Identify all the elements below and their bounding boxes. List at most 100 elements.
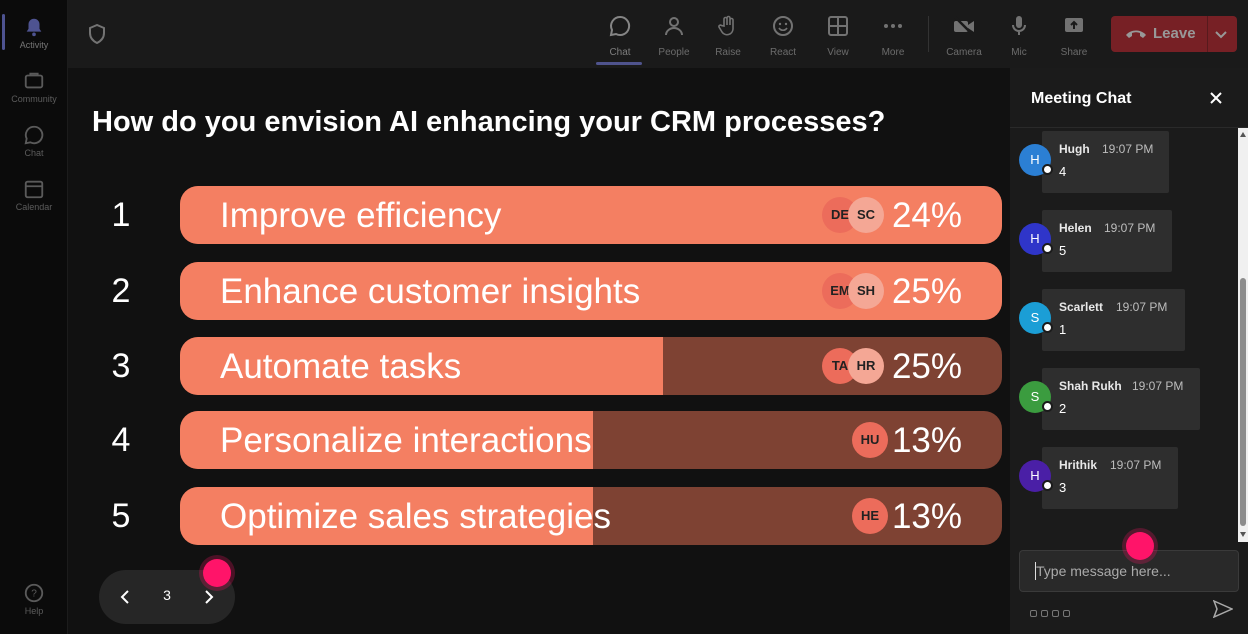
rail-community[interactable]: Community	[0, 62, 68, 114]
toolbar-react-button[interactable]: React	[757, 10, 809, 60]
avatar-initial: H	[1030, 468, 1040, 483]
scroll-down-arrow[interactable]	[1240, 532, 1246, 537]
option-bar[interactable]: Optimize sales strategies HE 13%	[180, 487, 1002, 545]
message-bubble: Hrithik 19:07 PM 3	[1042, 447, 1178, 509]
avatar[interactable]: H	[1019, 223, 1053, 255]
rail-label: Calendar	[15, 202, 53, 212]
compose-toolbar	[1030, 604, 1074, 617]
chevron-down-icon[interactable]	[1213, 26, 1229, 42]
option-bar[interactable]: Improve efficiency DE SC 24%	[180, 186, 1002, 244]
option-bar-fill	[180, 487, 593, 545]
voter-avatar: SH	[848, 273, 884, 309]
message-time: 19:07 PM	[1102, 142, 1154, 156]
message-author: Hugh	[1059, 142, 1090, 156]
message-bubble: Hugh 19:07 PM 4	[1042, 131, 1169, 193]
rail-label: Activity	[19, 40, 49, 50]
toolbar-label: Share	[1060, 47, 1088, 58]
emoji-icon[interactable]	[1052, 610, 1059, 617]
option-bar[interactable]: Automate tasks TA HR 25%	[180, 337, 1002, 395]
toolbar-label: Mic	[1011, 47, 1027, 58]
toolbar-label: Camera	[946, 47, 982, 58]
attach-icon[interactable]	[1041, 610, 1048, 617]
community-icon	[24, 72, 44, 89]
chevron-right-icon[interactable]	[199, 587, 219, 607]
chat-message: Hugh 19:07 PM 4 H	[1010, 128, 1238, 193]
toolbar-more-button[interactable]: More	[867, 10, 919, 60]
option-label: Automate tasks	[220, 347, 462, 386]
status-indicator	[1042, 243, 1053, 254]
rail-help[interactable]: ? Help	[0, 574, 68, 626]
option-percent: 24%	[891, 196, 962, 235]
raise-hand-icon	[718, 15, 734, 36]
message-author: Scarlett	[1059, 300, 1104, 314]
leave-button[interactable]: Leave	[1111, 16, 1237, 52]
chat-scrollbar[interactable]	[1238, 128, 1248, 542]
rail-label: Community	[11, 94, 57, 104]
scroll-thumb[interactable]	[1240, 278, 1246, 526]
shield-icon[interactable]	[88, 24, 106, 44]
message-time: 19:07 PM	[1104, 221, 1156, 235]
toolbar-label: Raise	[715, 47, 741, 58]
voter-avatar: HR	[848, 348, 884, 384]
status-indicator	[1042, 322, 1053, 333]
message-text: 3	[1059, 480, 1067, 495]
status-indicator	[1042, 164, 1053, 175]
toolbar-share-button[interactable]: Share	[1048, 10, 1100, 60]
toolbar-raise-button[interactable]: Raise	[702, 10, 754, 60]
option-bar[interactable]: Personalize interactions HU 13%	[180, 411, 1002, 469]
avatar[interactable]: H	[1019, 144, 1053, 176]
format-icon[interactable]	[1030, 610, 1037, 617]
toolbar-mic-button[interactable]: Mic	[993, 10, 1045, 60]
rail-label: Chat	[24, 148, 44, 158]
voter-avatar: HE	[852, 498, 888, 534]
chat-message: Hrithik 19:07 PM 3 H	[1010, 444, 1238, 509]
message-text: 5	[1059, 243, 1067, 258]
message-author: Helen	[1059, 221, 1092, 235]
rail-calendar[interactable]: Calendar	[0, 170, 68, 222]
page-number: 3	[163, 587, 171, 603]
message-text: 1	[1059, 322, 1067, 337]
scroll-up-arrow[interactable]	[1240, 132, 1246, 137]
option-label: Personalize interactions	[220, 421, 592, 460]
bell-icon	[26, 18, 42, 37]
option-label: Optimize sales strategies	[220, 497, 611, 536]
message-author: Hrithik	[1059, 458, 1098, 472]
avatar-initial: H	[1030, 231, 1040, 246]
cursor-indicator	[1126, 532, 1154, 560]
voter-avatar: SC	[848, 197, 884, 233]
rail-chat[interactable]: Chat	[0, 116, 68, 168]
avatar[interactable]: S	[1019, 381, 1053, 413]
poll-option-row: 1 Improve efficiency DE SC 24%	[68, 186, 1010, 244]
option-percent: 13%	[891, 421, 962, 460]
chevron-left-icon[interactable]	[115, 587, 135, 607]
toolbar-chat-button[interactable]: Chat	[594, 10, 646, 65]
chat-message: Scarlett 19:07 PM 1 S	[1010, 286, 1238, 351]
message-bubble: Scarlett 19:07 PM 1	[1042, 289, 1185, 351]
poll-option-row: 3 Automate tasks TA HR 25%	[68, 337, 1010, 395]
voter-avatar: HU	[852, 422, 888, 458]
chat-message: Shah Rukh 19:07 PM 2 S	[1010, 365, 1238, 430]
gif-icon[interactable]	[1063, 610, 1070, 617]
avatar-initial: S	[1030, 310, 1040, 325]
toolbar-people-button[interactable]: People	[648, 10, 700, 60]
toolbar-camera-button[interactable]: Camera	[938, 10, 990, 60]
toolbar-view-button[interactable]: View	[812, 10, 864, 60]
option-percent: 25%	[891, 347, 962, 386]
message-time: 19:07 PM	[1132, 379, 1184, 393]
phone-hangup-icon	[1126, 30, 1146, 38]
chat-icon	[24, 125, 44, 145]
view-icon	[828, 16, 848, 36]
app-rail: Activity Community Chat Calendar ? Help	[0, 0, 68, 634]
people-icon	[665, 17, 683, 36]
avatar[interactable]: S	[1019, 302, 1053, 334]
close-icon[interactable]	[1206, 88, 1226, 108]
option-bar[interactable]: Enhance customer insights EM SH 25%	[180, 262, 1002, 320]
message-time: 19:07 PM	[1116, 300, 1168, 314]
chat-message-input[interactable]	[1019, 550, 1239, 592]
send-icon[interactable]	[1213, 600, 1233, 618]
chat-message-list: Hugh 19:07 PM 4 H Helen 19:07 PM 5 H Sca…	[1010, 128, 1238, 542]
status-indicator	[1042, 401, 1053, 412]
rail-activity[interactable]: Activity	[0, 8, 68, 60]
camera-off-icon	[954, 16, 974, 36]
avatar[interactable]: H	[1019, 460, 1053, 492]
